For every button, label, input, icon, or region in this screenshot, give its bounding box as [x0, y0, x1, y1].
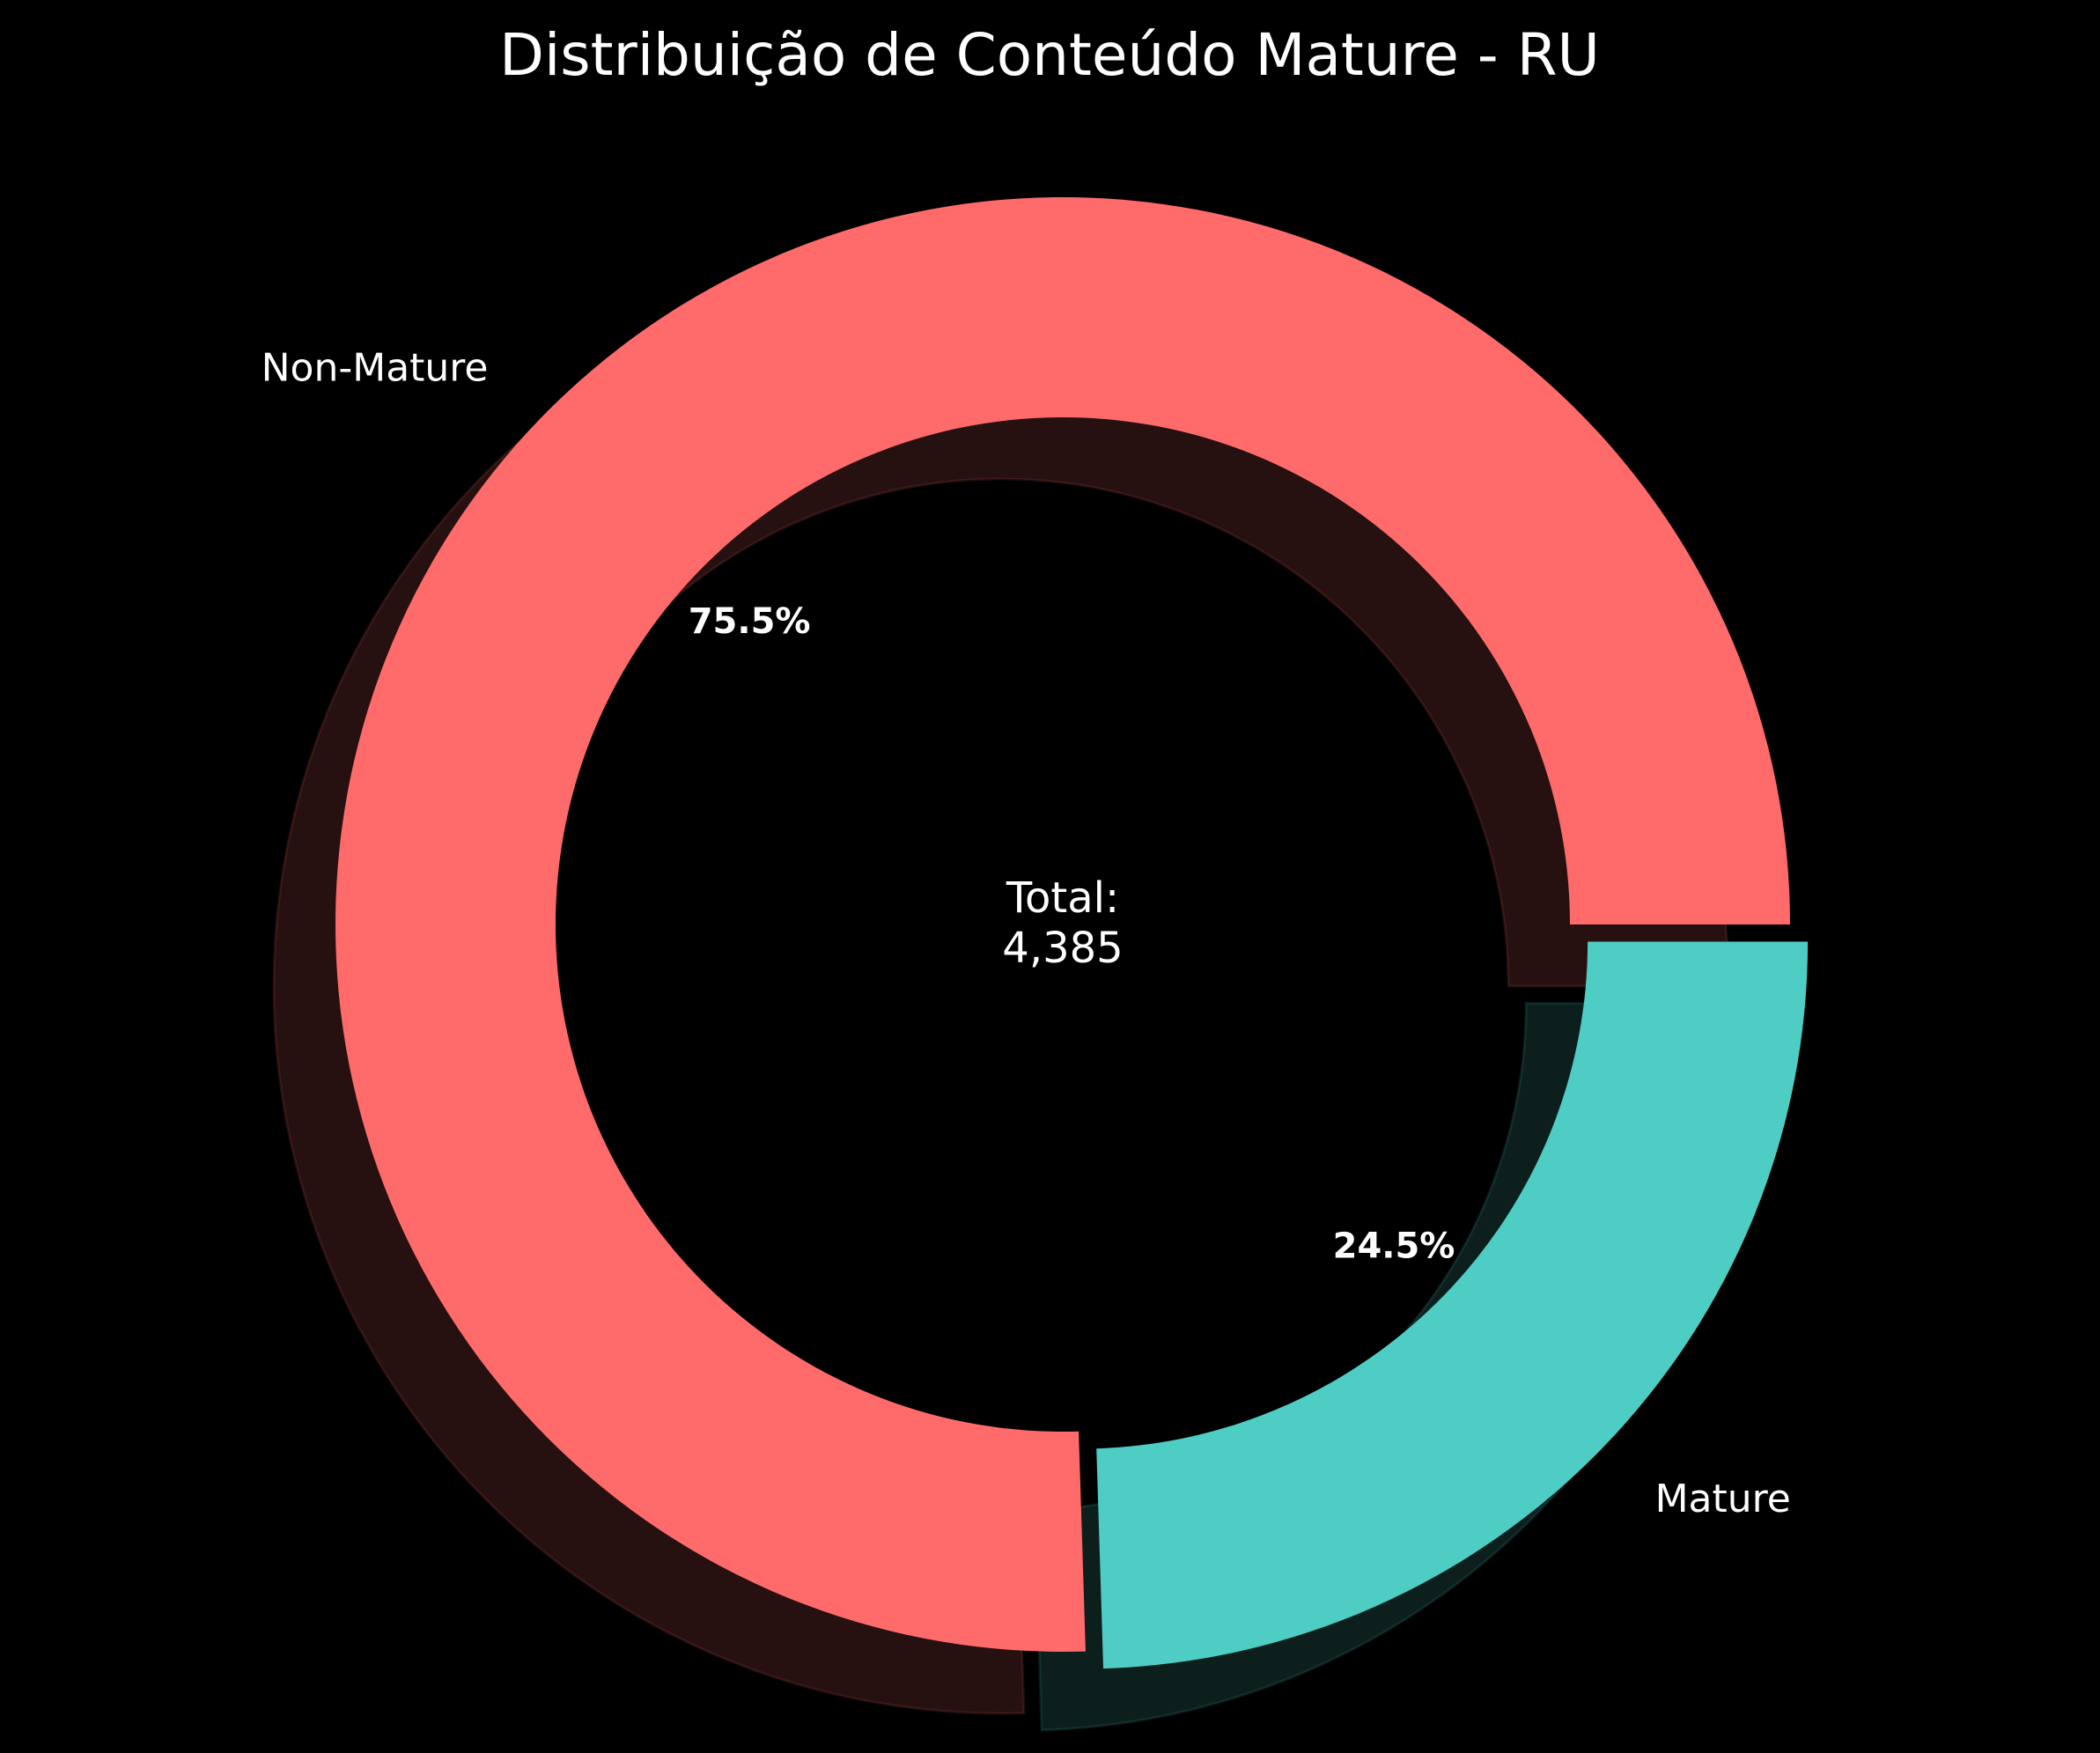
category-label-non-mature: Non-Mature	[262, 346, 489, 391]
category-label-mature: Mature	[1655, 1477, 1791, 1521]
wedge-mature	[1096, 941, 1809, 1669]
wedge-layer	[335, 197, 1809, 1669]
chart-title: Distribuição de Conteúdo Mature - RU	[499, 21, 1600, 89]
wedge-non-mature	[335, 197, 1791, 1652]
center-total-value: 4,385	[1002, 924, 1123, 973]
percent-label-non-mature: 75.5%	[689, 601, 811, 642]
percent-label-mature: 24.5%	[1333, 1226, 1455, 1266]
center-total-label: Total:	[1006, 873, 1119, 923]
